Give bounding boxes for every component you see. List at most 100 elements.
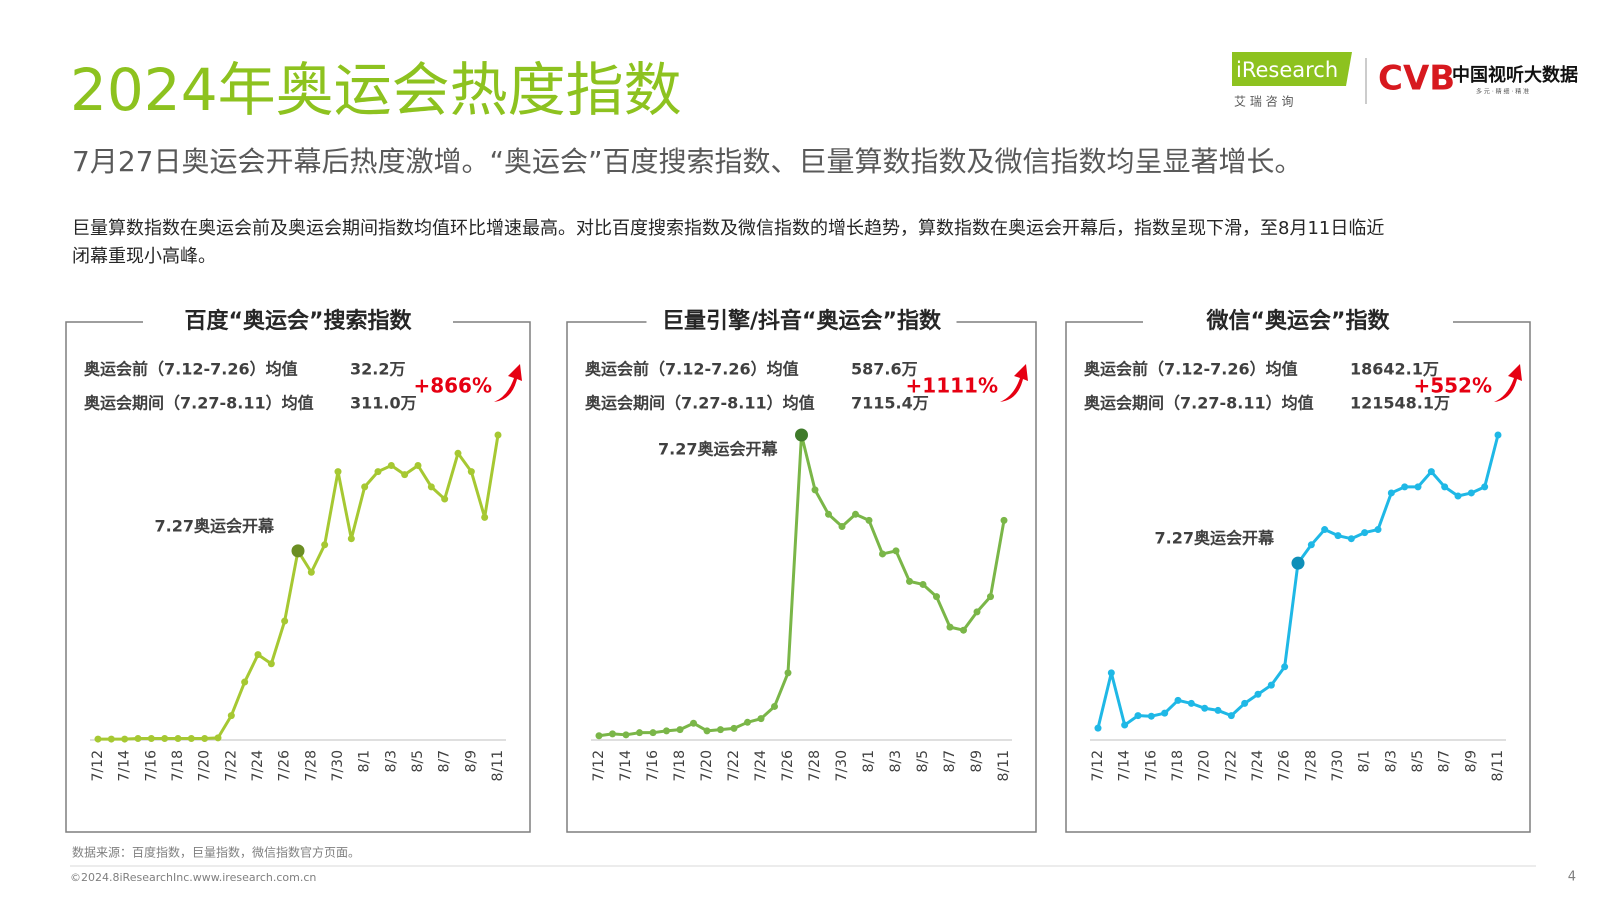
stat-label: 奥运会期间（7.27-8.11）均值 xyxy=(585,394,815,413)
x-tick-label: 7/22 xyxy=(223,750,239,781)
panel-title: 巨量引擎/抖音“奥运会”指数 xyxy=(662,308,942,334)
body-text: 闭幕重现小高峰。 xyxy=(72,246,216,267)
x-tick-label: 7/30 xyxy=(1330,750,1346,781)
x-tick-label: 8/9 xyxy=(969,750,985,773)
logo-text: 艾 瑞 咨 询 xyxy=(1234,94,1293,109)
data-point xyxy=(1494,431,1502,439)
data-point xyxy=(784,669,792,677)
data-point xyxy=(241,678,249,686)
x-tick-label: 7/20 xyxy=(197,750,213,781)
data-point xyxy=(865,516,873,524)
data-point xyxy=(1467,489,1475,497)
x-tick-label: 8/5 xyxy=(410,750,426,773)
x-tick-label: 7/18 xyxy=(672,750,688,781)
x-tick-label: 7/22 xyxy=(726,750,742,781)
growth-arrow xyxy=(1494,364,1522,402)
x-tick-label: 8/11 xyxy=(1490,750,1506,781)
data-point xyxy=(1094,724,1102,732)
data-point xyxy=(361,483,369,491)
growth-arrow xyxy=(1000,364,1028,402)
stat-value: 311.0万 xyxy=(350,394,417,413)
subtitle: 7月27日奥运会开幕后热度激增。“奥运会”百度搜索指数、巨量算数指数及微信指数均… xyxy=(72,145,1302,178)
x-tick-label: 7/14 xyxy=(117,750,133,782)
x-tick-label: 7/16 xyxy=(143,750,159,782)
data-point xyxy=(1374,526,1382,534)
x-tick-label: 8/9 xyxy=(463,750,479,773)
data-point xyxy=(730,724,738,732)
data-point xyxy=(387,462,395,469)
logo-cvb: CVB 中国视听大数据 多 元 · 精 细 · 精 准 xyxy=(1378,59,1578,99)
x-tick-label: 8/3 xyxy=(383,750,399,773)
data-point xyxy=(838,523,846,530)
data-point xyxy=(1347,535,1355,543)
data-point xyxy=(622,731,630,739)
x-tick-label: 7/28 xyxy=(303,750,319,781)
x-tick-label: 8/3 xyxy=(888,750,904,773)
x-tick-label: 8/11 xyxy=(996,750,1012,781)
data-point xyxy=(1147,712,1155,720)
x-tick-label: 8/7 xyxy=(942,750,958,773)
data-point xyxy=(1334,532,1342,540)
data-point xyxy=(201,734,209,742)
data-point xyxy=(334,468,342,476)
stat-label: 奥运会前（7.12-7.26）均值 xyxy=(84,360,298,379)
x-tick-label: 7/14 xyxy=(1117,750,1133,782)
data-point xyxy=(825,510,832,518)
slide-title: 2024年奥运会热度指数 xyxy=(70,56,682,124)
data-point xyxy=(1454,492,1462,500)
data-point xyxy=(595,732,603,740)
x-tick-label: 8/1 xyxy=(1357,750,1373,773)
data-point xyxy=(676,726,684,734)
panel-title: 百度“奥运会”搜索指数 xyxy=(185,308,413,334)
x-tick-label: 8/7 xyxy=(437,750,453,773)
data-point xyxy=(1107,669,1115,677)
logo-text: iResearch xyxy=(1236,58,1338,82)
data-point xyxy=(1227,712,1235,720)
data-point xyxy=(1174,696,1182,704)
data-point xyxy=(414,462,422,469)
x-tick-label: 8/3 xyxy=(1383,750,1399,773)
stat-value: 18642.1万 xyxy=(1350,360,1439,379)
x-tick-label: 7/26 xyxy=(780,750,796,782)
series-line xyxy=(98,434,500,741)
logo-text: CVB xyxy=(1378,59,1455,99)
data-point xyxy=(703,727,711,735)
data-point xyxy=(347,535,355,543)
growth-label: +866% xyxy=(413,374,492,398)
x-tick-label: 7/20 xyxy=(699,750,715,781)
data-point xyxy=(254,651,262,659)
stat-value: 32.2万 xyxy=(350,360,405,379)
stat-label: 奥运会期间（7.27-8.11）均值 xyxy=(84,394,314,413)
data-point xyxy=(771,702,778,710)
annotation: 7.27奥运会开幕 xyxy=(155,516,275,535)
logo-bg xyxy=(1232,52,1352,86)
data-point xyxy=(919,580,927,588)
x-tick-label: 7/16 xyxy=(645,750,661,782)
data-point xyxy=(401,471,409,479)
data-point xyxy=(321,541,329,549)
stat-value: 587.6万 xyxy=(851,360,918,379)
data-point xyxy=(757,715,765,723)
panel-title: 微信“奥运会”指数 xyxy=(1206,308,1391,334)
data-point xyxy=(307,568,315,576)
data-point xyxy=(454,449,462,457)
x-tick-label: 7/16 xyxy=(1143,750,1159,782)
data-point xyxy=(427,483,435,491)
data-point xyxy=(933,593,940,601)
stat-value: 7115.4万 xyxy=(851,394,929,413)
data-point xyxy=(1241,699,1249,707)
copyright: ©2024.8iResearchInc.www.iresearch.com.cn xyxy=(70,871,316,884)
data-point xyxy=(147,734,155,742)
data-point xyxy=(121,735,129,743)
data-point xyxy=(649,729,657,737)
data-point xyxy=(494,431,502,439)
panel-frame xyxy=(1065,321,1531,833)
series-line xyxy=(1096,434,1500,729)
data-point xyxy=(1307,541,1315,549)
data-point xyxy=(1441,483,1449,491)
x-tick-label: 7/20 xyxy=(1197,750,1213,781)
stat-value: 121548.1万 xyxy=(1350,394,1450,413)
data-point xyxy=(1387,489,1395,497)
x-tick-label: 8/5 xyxy=(915,750,931,773)
